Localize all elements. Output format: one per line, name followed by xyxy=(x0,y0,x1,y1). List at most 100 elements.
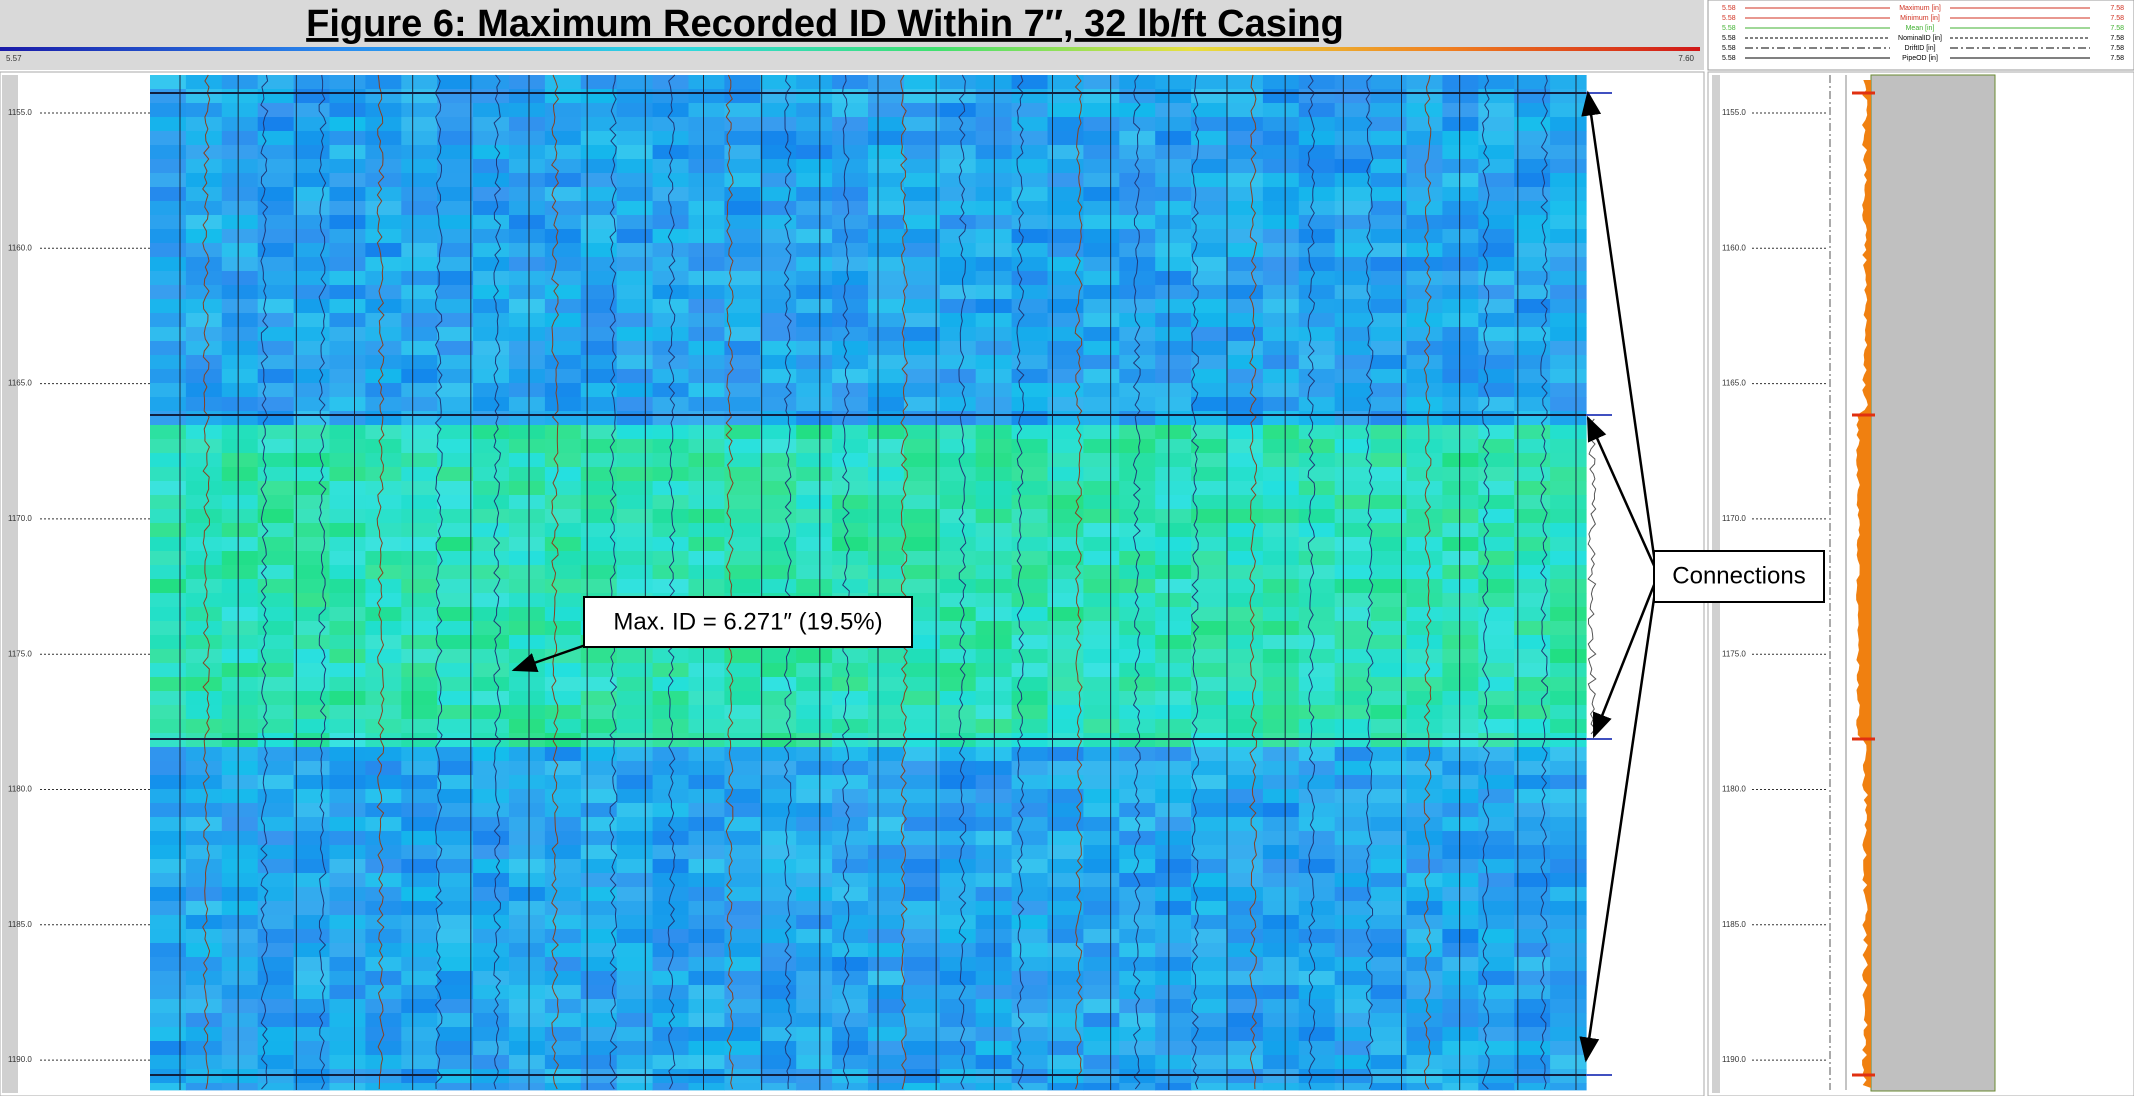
heat-cell xyxy=(329,201,366,216)
heat-cell xyxy=(580,971,618,986)
heat-cell xyxy=(1406,187,1443,202)
heat-cell xyxy=(509,845,546,860)
heat-cell xyxy=(1478,1069,1515,1084)
heat-cell xyxy=(1514,173,1551,188)
heat-cell xyxy=(509,243,546,258)
depth-label: 1165.0 xyxy=(8,379,32,388)
heat-cell xyxy=(580,299,618,314)
heat-cell xyxy=(652,257,690,272)
heat-cell xyxy=(616,691,654,706)
heat-cell xyxy=(150,537,187,552)
heat-cell xyxy=(1478,845,1515,860)
heat-cell xyxy=(1119,537,1156,552)
heat-cell xyxy=(832,1013,869,1028)
heat-cell xyxy=(580,985,618,1000)
heat-cell xyxy=(616,789,654,804)
heat-cell xyxy=(903,565,941,580)
heat-cell xyxy=(616,327,654,342)
heat-cell xyxy=(1370,663,1408,678)
heat-cell xyxy=(760,117,797,132)
heat-cell xyxy=(1370,509,1408,524)
heat-cell xyxy=(1262,1069,1300,1084)
heat-cell xyxy=(1442,215,1479,230)
caliper-trace xyxy=(783,74,792,1090)
heat-cell xyxy=(1047,229,1084,244)
heat-cell xyxy=(1083,215,1120,230)
heat-cell xyxy=(832,887,869,902)
heat-cell xyxy=(1550,691,1587,706)
heat-cell xyxy=(903,999,941,1014)
heat-cell xyxy=(688,187,725,202)
heat-cell xyxy=(580,285,618,300)
heat-cell xyxy=(1406,663,1443,678)
heat-cell xyxy=(473,649,510,664)
heat-cell xyxy=(580,845,618,860)
heat-cell xyxy=(1011,887,1049,902)
heat-cell xyxy=(903,285,941,300)
heat-cell xyxy=(150,649,187,664)
heat-cell xyxy=(257,929,295,944)
heat-cell xyxy=(796,229,833,244)
heat-cell xyxy=(1442,75,1479,90)
heat-cell xyxy=(939,943,977,958)
heat-cell xyxy=(1011,999,1049,1014)
heat-cell xyxy=(1550,481,1587,496)
heat-cell xyxy=(1227,355,1264,370)
heat-cell xyxy=(1083,243,1120,258)
heat-cell xyxy=(1119,285,1156,300)
heat-cell xyxy=(1155,369,1192,384)
heat-cell xyxy=(329,719,366,734)
heat-cell xyxy=(1334,201,1372,216)
heat-cell xyxy=(939,355,977,370)
heat-cell xyxy=(724,817,761,832)
heat-cell xyxy=(1442,901,1479,916)
heat-cell xyxy=(1442,789,1479,804)
heat-cell xyxy=(509,131,546,146)
heat-cell xyxy=(329,285,366,300)
heat-cell xyxy=(688,243,725,258)
heat-cell xyxy=(903,103,941,118)
heat-cell xyxy=(1298,957,1336,972)
heat-cell xyxy=(1119,145,1156,160)
heat-cell xyxy=(1478,117,1515,132)
heat-cell xyxy=(796,355,833,370)
heat-cell xyxy=(401,789,438,804)
heat-cell xyxy=(1011,341,1049,356)
heat-cell xyxy=(724,747,761,762)
heat-cell xyxy=(1191,523,1228,538)
heat-cell xyxy=(868,313,905,328)
heat-cell xyxy=(365,887,402,902)
heat-cell xyxy=(1191,1069,1228,1084)
heat-cell xyxy=(1083,775,1120,790)
heat-cell xyxy=(688,439,725,454)
heat-cell xyxy=(1550,1069,1587,1084)
heat-cell xyxy=(796,327,833,342)
heat-cell xyxy=(1047,551,1084,566)
heat-cell xyxy=(1442,257,1479,272)
heat-cell xyxy=(832,985,869,1000)
heat-cell xyxy=(221,201,259,216)
heat-cell xyxy=(1227,621,1264,636)
heat-cell xyxy=(796,691,833,706)
heat-cell xyxy=(257,1013,295,1028)
heat-cell xyxy=(652,439,690,454)
heat-cell xyxy=(1227,873,1264,888)
heat-cell xyxy=(1478,985,1515,1000)
heat-cell xyxy=(329,453,366,468)
heat-cell xyxy=(1370,915,1408,930)
heat-cell xyxy=(796,425,833,440)
heat-cell xyxy=(473,1013,510,1028)
heat-cell xyxy=(1550,383,1587,398)
heat-cell xyxy=(580,733,618,748)
color-bar xyxy=(0,47,1700,51)
heat-cell xyxy=(939,579,977,594)
heat-cell xyxy=(616,509,654,524)
heat-cell xyxy=(473,929,510,944)
heat-cell xyxy=(544,859,582,874)
heat-cell xyxy=(1550,985,1587,1000)
heat-cell xyxy=(1047,383,1084,398)
heat-cell xyxy=(1298,229,1336,244)
heat-cell xyxy=(616,397,654,412)
heat-cell xyxy=(616,957,654,972)
heat-cell xyxy=(1083,733,1120,748)
